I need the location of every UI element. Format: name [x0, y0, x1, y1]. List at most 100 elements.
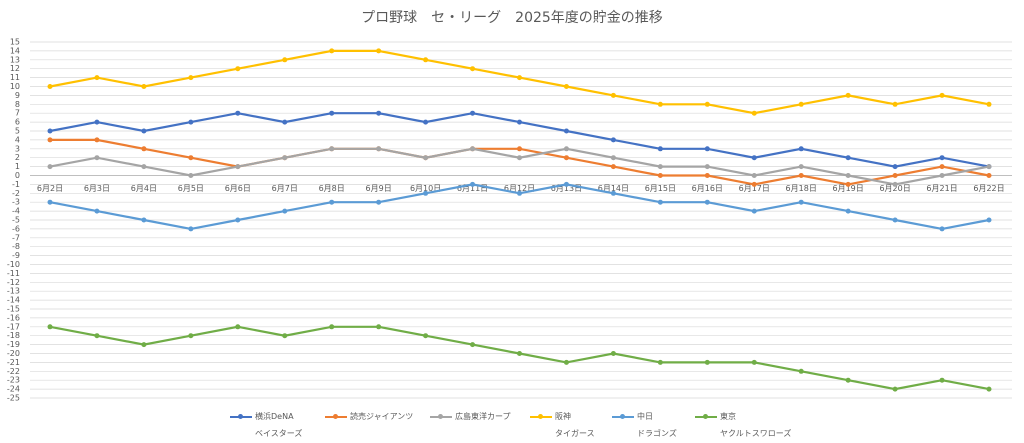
point: [188, 333, 194, 339]
point: [235, 217, 241, 223]
y-tick-label: 3: [15, 144, 20, 153]
x-tick-label: 6月15日: [645, 184, 676, 193]
point: [657, 199, 663, 205]
x-tick-label: 6月13日: [551, 184, 582, 193]
y-tick-label: 15: [10, 38, 20, 47]
point: [423, 190, 429, 196]
legend-swatch: [695, 414, 717, 419]
point: [517, 190, 522, 196]
point: [47, 164, 53, 170]
point: [282, 208, 288, 214]
x-tick-label: 6月8日: [319, 184, 345, 193]
point: [939, 226, 945, 232]
x-tick-label: 6月12日: [504, 184, 535, 193]
point: [704, 173, 710, 178]
point: [235, 110, 241, 116]
point: [47, 199, 53, 205]
point: [141, 217, 147, 223]
legend-swatch: [612, 414, 634, 419]
legend-label: 読売ジャイアンツ: [350, 412, 414, 421]
y-tick-label: 6: [15, 118, 20, 127]
y-tick-label: -13: [7, 287, 20, 296]
x-tick-label: 6月7日: [272, 184, 298, 193]
y-tick-label: 7: [15, 109, 20, 118]
point: [235, 324, 241, 330]
point: [845, 208, 851, 214]
point: [657, 359, 663, 365]
point: [657, 146, 663, 152]
point: [798, 101, 804, 107]
x-tick-label: 6月11日: [457, 184, 488, 193]
point: [892, 173, 898, 178]
point: [892, 164, 898, 170]
point: [798, 146, 804, 152]
point: [94, 155, 100, 161]
point: [517, 119, 522, 125]
point: [610, 155, 616, 161]
point: [47, 128, 53, 134]
y-tick-label: 4: [15, 135, 20, 144]
point: [94, 137, 100, 143]
legend-swatch: [430, 414, 452, 419]
y-tick-label: -19: [7, 340, 20, 349]
point: [188, 119, 194, 125]
point: [892, 181, 898, 187]
y-tick-label: 9: [15, 91, 20, 100]
point: [423, 119, 429, 125]
legend-label: 横浜DeNA ベイスターズ: [255, 412, 303, 438]
point: [657, 101, 663, 107]
x-tick-label: 6月10日: [410, 184, 441, 193]
point: [517, 351, 522, 356]
point: [610, 351, 616, 356]
point: [704, 146, 710, 152]
point: [517, 146, 522, 152]
point: [141, 342, 147, 348]
point: [610, 92, 616, 98]
point: [798, 164, 804, 170]
point: [704, 164, 710, 170]
point: [329, 146, 335, 152]
point: [188, 173, 194, 178]
x-tick-label: 6月20日: [879, 184, 910, 193]
y-tick-label: -6: [12, 224, 20, 233]
y-tick-label: -2: [12, 189, 20, 198]
point: [188, 226, 194, 232]
point: [986, 173, 992, 178]
y-tick-label: 8: [15, 100, 20, 109]
y-tick-label: -24: [7, 385, 20, 394]
point: [517, 75, 522, 81]
point: [141, 164, 147, 170]
point: [704, 199, 710, 205]
y-tick-label: -4: [12, 207, 20, 216]
point: [376, 110, 382, 116]
point: [470, 181, 476, 187]
y-tick-label: -20: [7, 349, 20, 358]
point: [563, 155, 569, 161]
point: [939, 155, 945, 161]
point: [986, 217, 992, 223]
point: [563, 181, 569, 187]
point: [986, 101, 992, 107]
point: [470, 146, 476, 152]
point: [704, 101, 710, 107]
x-tick-label: 6月14日: [598, 184, 629, 193]
point: [845, 92, 851, 98]
point: [563, 128, 569, 134]
y-tick-label: -5: [12, 216, 20, 225]
point: [282, 333, 288, 339]
point: [329, 48, 335, 54]
point: [423, 333, 429, 339]
x-tick-label: 6月22日: [973, 184, 1004, 193]
y-tick-label: -18: [7, 331, 20, 340]
x-tick-label: 6月3日: [84, 184, 110, 193]
point: [470, 110, 476, 116]
x-tick-label: 6月6日: [225, 184, 251, 193]
point: [329, 324, 335, 330]
point: [376, 146, 382, 152]
y-tick-label: -8: [12, 242, 20, 251]
point: [329, 199, 335, 205]
point: [751, 359, 757, 365]
point: [235, 164, 241, 170]
